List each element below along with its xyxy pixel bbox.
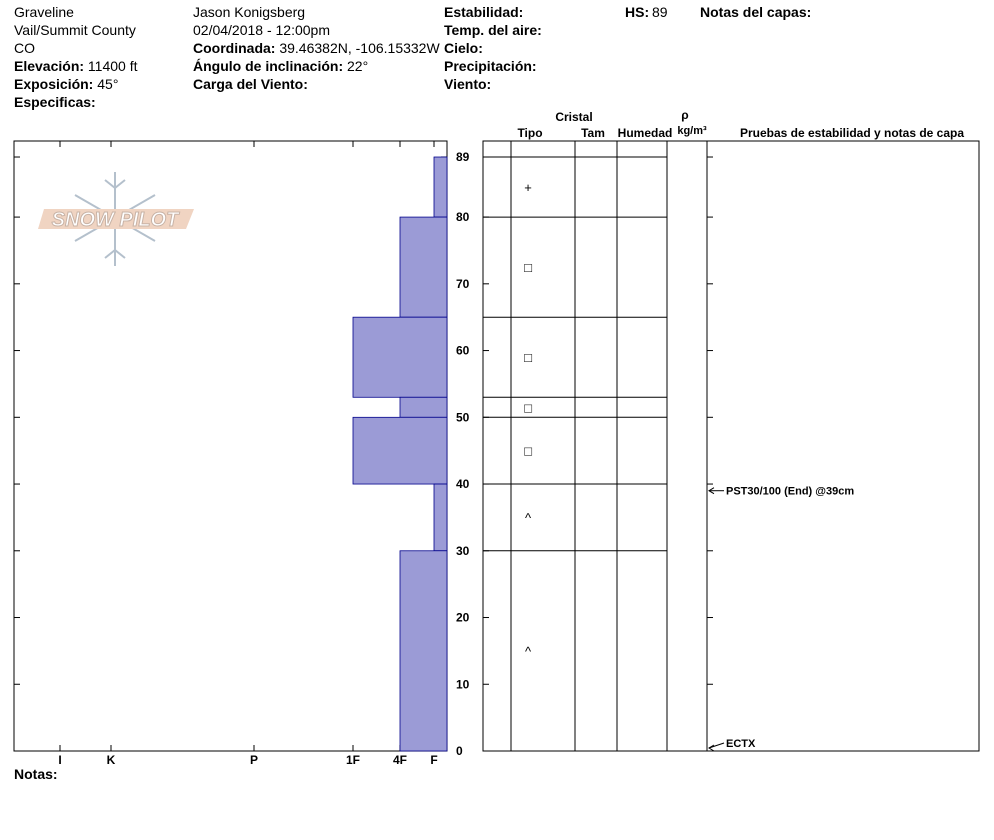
notes: Notas:	[14, 766, 58, 782]
field-value: Graveline	[14, 4, 74, 20]
hardness-tick-label: 1F	[346, 753, 360, 767]
logo-band	[38, 209, 194, 229]
header-density-unit: kg/m³	[677, 125, 707, 137]
hs-value: 89	[652, 4, 668, 20]
depth-tick-label: 0	[456, 744, 463, 758]
header-tests: Pruebas de estabilidad y notas de capa	[740, 126, 964, 140]
depth-tick-label: 70	[456, 277, 470, 291]
field-label: Coordinada:	[193, 40, 275, 56]
field-label: Cielo:	[444, 40, 483, 56]
header-field: Carga del Viento:	[193, 76, 308, 92]
header-field: Jason Konigsberg	[193, 4, 305, 20]
field-value: 11400 ft	[88, 58, 138, 74]
hardness-tick-label: P	[250, 753, 258, 767]
field-label: Elevación:	[14, 58, 84, 74]
header-field: Vail/Summit County	[14, 22, 136, 38]
header-type: Tipo	[517, 126, 542, 140]
test-arrowhead	[708, 744, 715, 752]
field-value: 39.46382N, -106.15332W	[279, 40, 440, 56]
hardness-bar	[399, 396, 448, 418]
field-label: Exposición:	[14, 76, 93, 92]
field-label: Carga del Viento:	[193, 76, 308, 92]
header-crystal: Cristal	[555, 110, 592, 124]
field-value: Jason Konigsberg	[193, 4, 305, 20]
test-arrowhead	[708, 487, 715, 495]
header-field: Precipitación:	[444, 58, 537, 74]
grain-type: □	[524, 444, 532, 459]
hardness-bar	[352, 416, 448, 485]
header-field: Cielo:	[444, 40, 483, 56]
grain-type: □	[524, 260, 532, 275]
hardness-tick-label: 4F	[393, 753, 407, 767]
test-arrow	[708, 742, 725, 749]
test-label: PST30/100 (End) @39cm	[726, 486, 854, 498]
field-label: Temp. del aire:	[444, 22, 542, 38]
grain-type: □	[524, 400, 532, 415]
header-density: ρ	[681, 108, 688, 122]
depth-tick-label: 10	[456, 677, 470, 691]
depth-tick-label: 50	[456, 410, 470, 424]
field-label: Estabilidad:	[444, 4, 523, 20]
column-lines	[510, 141, 708, 751]
depth-tick-label: 20	[456, 611, 470, 625]
hardness-bar	[399, 216, 448, 318]
field-value: 22°	[347, 58, 368, 74]
header-field: Especificas:	[14, 94, 96, 110]
field-label: Ángulo de inclinación:	[193, 58, 343, 74]
hs-label: HS:	[625, 4, 649, 20]
hardness-bar	[433, 483, 448, 552]
header-field: Coordinada: 39.46382N, -106.15332W	[193, 40, 440, 56]
hardness-tick-label: I	[58, 753, 61, 767]
layer-notes: Notas del capas:	[700, 4, 811, 20]
field-value: CO	[14, 40, 35, 56]
hardness-tick-label: F	[430, 753, 437, 767]
header-field: Elevación: 11400 ft	[14, 58, 138, 74]
field-value: 02/04/2018 - 12:00pm	[193, 22, 330, 38]
header-field: Ángulo de inclinación: 22°	[193, 58, 368, 74]
grain-type: +	[524, 180, 532, 195]
test-label: ECTX	[726, 738, 756, 750]
header-field: Graveline	[14, 4, 74, 20]
field-label: Precipitación:	[444, 58, 537, 74]
grain-type: ^	[525, 510, 532, 525]
header-field: Viento:	[444, 76, 491, 92]
grain-type: □	[524, 350, 532, 365]
depth-tick-label: 30	[456, 544, 470, 558]
hardness-bar	[352, 316, 448, 398]
depth-tick-label: 60	[456, 344, 470, 358]
header-field: Estabilidad:	[444, 4, 523, 20]
header-field: CO	[14, 40, 35, 56]
field-label: Viento:	[444, 76, 491, 92]
header-field: Exposición: 45°	[14, 76, 118, 92]
hardness-tick-label: K	[107, 753, 116, 767]
depth-tick-label: 80	[456, 210, 470, 224]
hardness-bar	[399, 550, 448, 752]
field-label: Especificas:	[14, 94, 96, 110]
header-size: Tam	[581, 126, 605, 140]
depth-tick-label: 40	[456, 477, 470, 491]
flake-arm	[104, 179, 126, 190]
table-frame	[482, 140, 980, 752]
logo-text: SNOW PILOT	[52, 209, 180, 231]
flake-arm	[104, 248, 126, 259]
depth-tick-label: 89	[456, 150, 470, 164]
grain-type: ^	[525, 644, 532, 659]
header-field: Temp. del aire:	[444, 22, 542, 38]
field-value: 45°	[97, 76, 118, 92]
hardness-bar	[433, 156, 448, 218]
header-moisture: Humedad	[618, 126, 673, 140]
field-value: Vail/Summit County	[14, 22, 136, 38]
header-field: 02/04/2018 - 12:00pm	[193, 22, 330, 38]
